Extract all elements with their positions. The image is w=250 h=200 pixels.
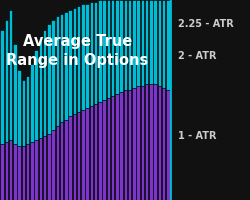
Bar: [124, 0, 127, 90]
Bar: [64, 120, 68, 200]
Bar: [77, 112, 80, 200]
Text: Average True
Range in Options: Average True Range in Options: [6, 34, 148, 68]
Bar: [128, 0, 131, 90]
Bar: [132, 0, 136, 88]
Bar: [9, 10, 12, 140]
Bar: [0, 144, 4, 200]
Bar: [5, 142, 8, 200]
Text: 2 - ATR: 2 - ATR: [178, 51, 216, 61]
Bar: [149, 0, 152, 84]
Bar: [18, 146, 21, 200]
Bar: [13, 144, 16, 200]
Bar: [132, 88, 136, 200]
Bar: [73, 114, 76, 200]
Bar: [90, 2, 93, 106]
Bar: [68, 116, 72, 200]
Bar: [115, 0, 118, 94]
Bar: [98, 102, 102, 200]
Bar: [39, 40, 42, 138]
Bar: [5, 20, 8, 142]
Bar: [18, 70, 21, 146]
Bar: [145, 84, 148, 200]
Bar: [52, 130, 55, 200]
Bar: [94, 104, 97, 200]
Bar: [30, 142, 34, 200]
Bar: [81, 110, 84, 200]
Bar: [0, 30, 4, 144]
Bar: [98, 0, 102, 102]
Bar: [136, 86, 140, 200]
Bar: [162, 88, 165, 200]
Bar: [128, 90, 131, 200]
Bar: [47, 134, 50, 200]
Bar: [158, 86, 161, 200]
Bar: [52, 20, 55, 130]
Bar: [124, 90, 127, 200]
Bar: [34, 50, 38, 140]
Bar: [102, 100, 106, 200]
Text: 1 - ATR: 1 - ATR: [178, 131, 216, 141]
Bar: [154, 0, 157, 84]
Bar: [90, 106, 93, 200]
Bar: [56, 126, 59, 200]
Bar: [120, 0, 123, 92]
Bar: [149, 84, 152, 200]
Bar: [141, 0, 144, 86]
Bar: [9, 140, 12, 200]
Bar: [56, 16, 59, 126]
Bar: [73, 8, 76, 114]
Bar: [120, 92, 123, 200]
Bar: [141, 86, 144, 200]
Bar: [86, 108, 89, 200]
Bar: [145, 0, 148, 84]
Bar: [60, 14, 63, 122]
Bar: [166, 90, 170, 200]
Bar: [13, 44, 16, 144]
Bar: [22, 146, 25, 200]
Bar: [115, 94, 118, 200]
Bar: [60, 122, 63, 200]
Bar: [94, 2, 97, 104]
Bar: [81, 4, 84, 110]
Bar: [107, 98, 110, 200]
Bar: [77, 6, 80, 112]
Bar: [26, 144, 29, 200]
Bar: [30, 64, 34, 142]
Bar: [43, 30, 46, 136]
Bar: [111, 0, 114, 96]
Bar: [154, 84, 157, 200]
Bar: [43, 136, 46, 200]
Bar: [102, 0, 106, 100]
Bar: [136, 0, 140, 86]
Bar: [47, 24, 50, 134]
Bar: [22, 80, 25, 146]
Bar: [162, 0, 165, 88]
Bar: [34, 140, 38, 200]
Bar: [68, 10, 72, 116]
Bar: [158, 0, 161, 86]
Bar: [107, 0, 110, 98]
Bar: [111, 96, 114, 200]
Bar: [64, 12, 68, 120]
Text: 2.25 - ATR: 2.25 - ATR: [178, 19, 234, 29]
Bar: [26, 76, 29, 144]
Bar: [166, 0, 170, 90]
Bar: [39, 138, 42, 200]
Bar: [86, 4, 89, 108]
